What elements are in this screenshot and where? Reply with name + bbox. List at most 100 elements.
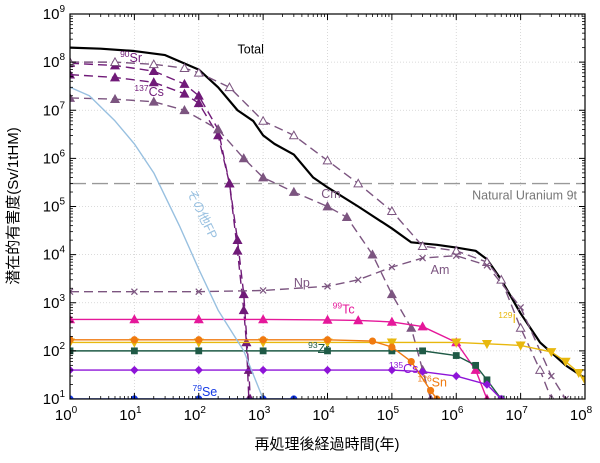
am-marker: [288, 130, 299, 140]
y-tick-label: 108: [43, 52, 66, 71]
i129-marker: [560, 357, 571, 367]
i129-marker: [386, 338, 397, 348]
series-line-cs135: [70, 369, 502, 399]
i129-marker: [546, 348, 557, 358]
series-label-tc99: 99Tc: [333, 300, 355, 316]
am-marker: [109, 56, 121, 66]
y-axis-label: 潜在的有害度(Sv/1tHM): [5, 127, 22, 285]
series-otherfp: [70, 86, 264, 399]
sr90-marker: [148, 65, 159, 75]
sn126-marker: [427, 386, 435, 395]
cs137-marker: [148, 77, 159, 87]
cs135-marker: [323, 365, 332, 375]
np-marker: [354, 276, 362, 284]
series-am: [70, 56, 555, 399]
series-label-i129: 129I: [498, 310, 516, 326]
cs137-marker: [193, 97, 204, 108]
cm-marker: [386, 289, 397, 299]
am-marker: [258, 115, 269, 125]
y-tick-label: 105: [43, 197, 66, 216]
np-marker: [547, 372, 555, 380]
cs137-marker: [232, 234, 243, 244]
sn126-marker: [368, 337, 377, 345]
series-label-total: Total: [238, 43, 264, 57]
tc99-marker: [470, 364, 481, 374]
am-marker: [386, 205, 397, 216]
tc99-marker: [258, 314, 269, 324]
series-sn126: [70, 336, 441, 399]
cm-marker: [70, 92, 76, 102]
am-marker: [353, 178, 364, 188]
y-tick-label: 109: [43, 4, 66, 23]
sn126-marker: [70, 336, 74, 344]
cs137-marker: [224, 178, 235, 188]
zr93-marker: [483, 376, 491, 384]
cm-marker: [238, 153, 249, 163]
am-marker: [515, 322, 526, 332]
series-label-sr90: 90Sr: [120, 49, 142, 65]
sr90-marker: [238, 304, 249, 315]
y-tick-label: 101: [43, 389, 66, 408]
series-label-np: Np: [294, 276, 310, 290]
np-marker: [517, 303, 525, 311]
sn126-marker: [195, 336, 203, 344]
x-tick-label: 104: [312, 405, 335, 424]
series-label-sn126: 126Sn: [417, 374, 447, 390]
am-marker: [179, 62, 190, 72]
np-marker: [388, 263, 396, 271]
tc99-marker: [129, 314, 140, 324]
tc99-marker: [386, 316, 397, 326]
natural-uranium-label: Natural Uranium 9t: [472, 189, 577, 203]
tc99-marker: [322, 314, 333, 324]
i129-marker: [451, 338, 462, 348]
am-marker: [148, 59, 159, 69]
y-tick-label: 106: [43, 148, 66, 167]
series-line-sn126: [70, 339, 438, 399]
y-tick-label: 107: [43, 100, 66, 119]
cm-marker: [109, 93, 121, 104]
y-tick-label: 104: [43, 245, 66, 264]
cm-marker: [148, 96, 159, 106]
cs135-marker: [482, 380, 492, 389]
cm-marker: [322, 201, 333, 211]
zr93-marker: [259, 347, 267, 355]
am-marker: [417, 240, 428, 251]
x-tick-label: 100: [55, 405, 78, 424]
cs137-marker: [238, 289, 249, 299]
zr93-marker: [419, 347, 426, 355]
tc99-marker: [417, 321, 428, 331]
x-tick-label: 103: [248, 405, 271, 424]
cs135-marker: [418, 367, 427, 376]
series-label-cm: Cm: [321, 187, 340, 201]
cm-marker: [367, 249, 378, 259]
cm-marker: [288, 186, 299, 196]
x-tick-label: 101: [119, 405, 142, 424]
x-tick-label: 107: [506, 405, 529, 424]
cs135-marker: [258, 365, 268, 375]
am-marker: [534, 364, 546, 374]
y-tick-label: 103: [43, 293, 66, 312]
zr93-marker: [130, 347, 138, 355]
sn126-marker: [259, 336, 267, 344]
natural-uranium-label-bg: [455, 186, 579, 203]
cm-marker: [179, 105, 190, 115]
cs135-marker: [130, 365, 139, 375]
np-marker: [324, 282, 331, 290]
cs137-marker: [179, 88, 190, 98]
series-line-otherfp: [70, 86, 264, 399]
np-marker: [130, 288, 138, 296]
y-tick-label: 102: [43, 341, 66, 360]
cm-marker: [258, 172, 269, 182]
series-label-cs137: 137Cs: [134, 83, 163, 99]
series-label-am: Am: [431, 263, 450, 277]
zr93-marker: [452, 352, 460, 359]
am-marker: [451, 245, 462, 255]
sn126-marker: [407, 357, 415, 366]
am-marker: [224, 82, 235, 92]
sn126-marker: [388, 343, 396, 351]
x-tick-label: 106: [441, 405, 464, 424]
np-marker: [419, 254, 427, 262]
np-marker: [452, 252, 460, 260]
i129-marker: [481, 339, 493, 350]
cm-marker: [406, 322, 417, 332]
